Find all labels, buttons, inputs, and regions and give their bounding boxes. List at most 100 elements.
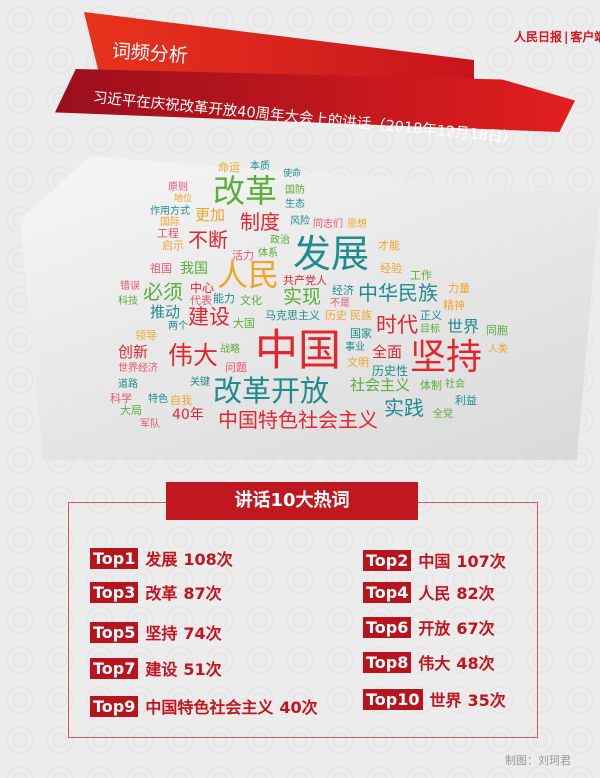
rank-badge: Top2: [363, 549, 412, 571]
top-word: 改革: [145, 584, 178, 603]
cloud-word: 改革: [213, 172, 278, 210]
cloud-word: 全党: [433, 409, 453, 420]
cloud-word: 战略: [220, 344, 240, 355]
cloud-word: 工程: [157, 227, 179, 240]
cloud-word: 工作: [410, 269, 432, 282]
cloud-word: 40年: [172, 407, 204, 423]
cloud-word: 更加: [195, 206, 226, 224]
cloud-word: 历史性: [372, 364, 409, 378]
cloud-word: 社会: [445, 379, 465, 390]
cloud-word: 启示: [162, 239, 184, 252]
cloud-word: 同胞: [486, 324, 508, 337]
cloud-word: 中心: [190, 281, 215, 295]
top-word-row: Top1 发展 108次: [90, 546, 233, 570]
cloud-word: 才能: [378, 239, 400, 252]
cloud-word: 力量: [448, 282, 470, 295]
cloud-word: 科技: [118, 296, 138, 307]
cloud-word: 国防: [285, 185, 305, 196]
cloud-word: 人民: [217, 258, 279, 294]
cloud-word: 世界: [447, 317, 480, 336]
cloud-word: 风险: [290, 216, 310, 227]
cloud-word: 代表: [190, 294, 212, 307]
cloud-word: 时代: [376, 313, 418, 337]
cloud-word: 精神: [443, 299, 465, 312]
cloud-word: 文化: [240, 294, 262, 307]
cloud-word: 社会主义: [350, 376, 411, 394]
top-word-row: Top6 开放 67次: [363, 615, 495, 639]
top-word-row: Top9 中国特色社会主义 40次: [90, 694, 318, 718]
word-count: 48次: [456, 654, 495, 673]
top-word: 世界: [429, 691, 462, 710]
cloud-word: 命运: [218, 161, 240, 174]
word-count: 87次: [183, 584, 222, 603]
cloud-word: 体制: [420, 379, 442, 392]
word-count: 108次: [183, 550, 233, 569]
cloud-word: 活力: [232, 249, 254, 262]
rank-badge: Top7: [90, 657, 139, 679]
rank-badge: Top9: [90, 695, 139, 717]
cloud-word: 地位: [174, 194, 193, 204]
top-word-row: Top7 建设 51次: [90, 656, 222, 680]
word-count: 82次: [456, 584, 495, 603]
word-count: 51次: [183, 660, 222, 679]
cloud-word: 祖国: [150, 262, 172, 275]
cloud-word: 民族: [350, 309, 372, 322]
cloud-word: 伟大: [168, 341, 219, 370]
cloud-word: 两个: [168, 321, 188, 332]
cloud-word: 中华民族: [358, 281, 438, 305]
word-cloud-panel: [20, 156, 600, 460]
cloud-word: 人类: [488, 344, 508, 355]
cloud-word: 中国特色社会主义: [218, 408, 378, 432]
word-count: 35次: [467, 691, 506, 710]
top-word-row: Top8 伟大 48次: [363, 650, 495, 674]
top-word: 人民: [418, 584, 451, 603]
top-word: 中国特色社会主义: [145, 698, 274, 717]
cloud-word: 本质: [250, 161, 270, 172]
cloud-word: 军队: [140, 419, 160, 430]
cloud-word: 能力: [213, 292, 235, 305]
brand-logo: 人民日报|客户端: [514, 28, 600, 45]
cloud-word: 大国: [233, 317, 255, 330]
cloud-word: 不断: [188, 228, 228, 252]
cloud-word: 错误: [120, 281, 140, 292]
cloud-word: 道路: [118, 379, 138, 390]
rank-badge: Top8: [363, 651, 412, 673]
cloud-word: 政治: [270, 235, 290, 246]
top-word: 中国: [418, 552, 451, 571]
top-word-row: Top4 人民 82次: [363, 580, 495, 604]
word-cloud: 发展 中国 坚持 改革 人民 改革开放 伟大 中国特色社会主义 中华民族 时代 实践 制度 不断 建设 必须…: [110, 161, 508, 432]
cloud-word: 建设: [188, 305, 230, 329]
cloud-word: 原则: [168, 182, 188, 193]
cloud-word: 坚持: [410, 337, 483, 378]
cloud-word: 世界经济: [118, 363, 158, 374]
top-word-row: Top5 坚持 74次: [90, 620, 222, 644]
cloud-word: 正义: [420, 309, 442, 322]
cloud-word: 同志们: [313, 219, 343, 230]
top-word: 发展: [145, 550, 178, 569]
cloud-word: 经济: [332, 284, 354, 297]
rank-badge: Top6: [363, 616, 412, 638]
top-word: 伟大: [418, 654, 451, 673]
rank-badge: Top3: [90, 581, 139, 603]
cloud-word: 经验: [380, 262, 402, 275]
word-count: 67次: [456, 619, 495, 638]
cloud-word: 改革开放: [213, 374, 330, 408]
cloud-word: 领导: [135, 329, 157, 342]
cloud-word: 国际: [160, 217, 180, 228]
credit: 制图：刘珂君: [505, 754, 571, 767]
word-count: 74次: [183, 624, 222, 643]
rank-badge: Top10: [363, 688, 423, 710]
logo-suffix: 客户端: [570, 30, 600, 44]
top-word: 开放: [418, 619, 451, 638]
cloud-word: 历史: [325, 309, 347, 322]
top-words-heading: 讲话10大热词: [166, 482, 418, 520]
cloud-word: 共产党人: [283, 274, 327, 287]
rank-badge: Top5: [90, 621, 139, 643]
cloud-word: 体系: [258, 248, 278, 259]
cloud-word: 实现: [283, 286, 322, 308]
cloud-word: 发展: [293, 232, 370, 276]
top-word-row: Top3 改革 87次: [90, 580, 222, 604]
rank-badge: Top1: [90, 547, 139, 569]
rank-badge: Top4: [363, 581, 412, 603]
cloud-word: 自我: [170, 394, 192, 407]
